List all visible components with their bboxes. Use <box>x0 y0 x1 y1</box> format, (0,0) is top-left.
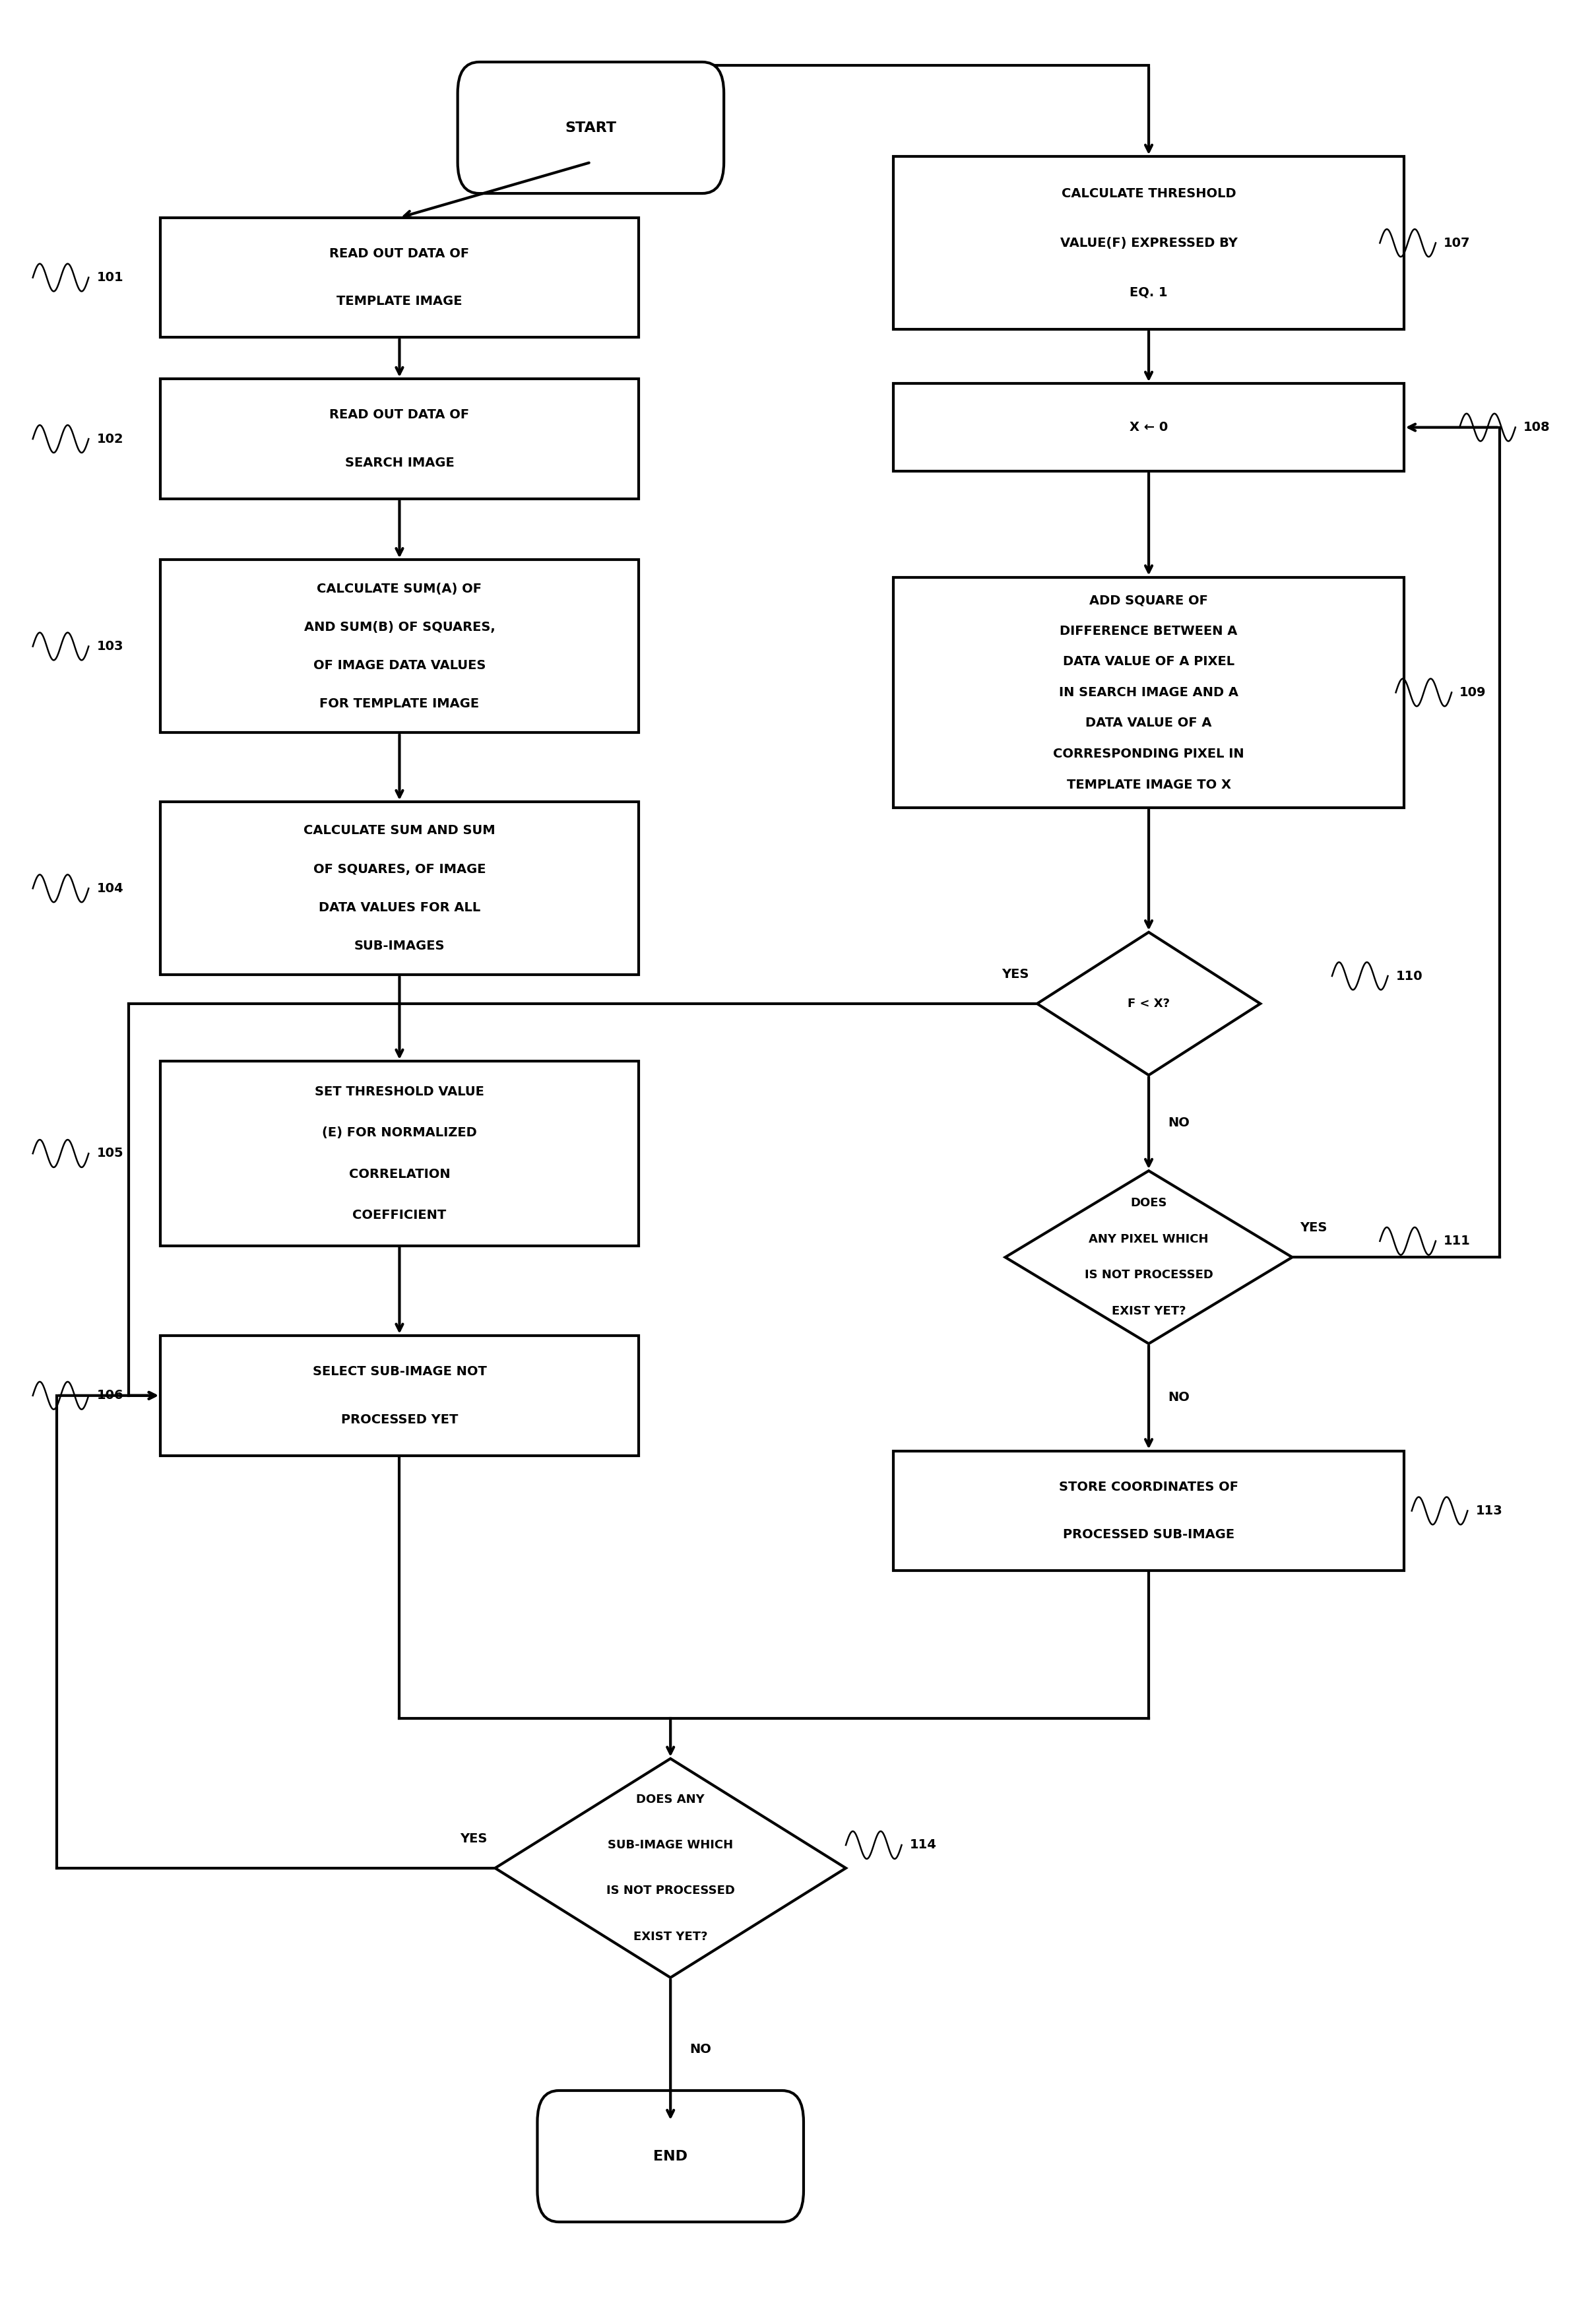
Text: DATA VALUE OF A PIXEL: DATA VALUE OF A PIXEL <box>1063 655 1235 669</box>
Text: 106: 106 <box>97 1389 123 1403</box>
Bar <box>160 1061 638 1246</box>
Text: 103: 103 <box>97 639 123 653</box>
Text: NO: NO <box>1168 1117 1189 1128</box>
Bar <box>160 378 638 498</box>
Bar <box>894 1451 1404 1571</box>
Text: 101: 101 <box>97 272 123 284</box>
Text: ANY PIXEL WHICH: ANY PIXEL WHICH <box>1088 1234 1208 1246</box>
Text: 102: 102 <box>97 434 123 445</box>
Text: SUB-IMAGE WHICH: SUB-IMAGE WHICH <box>608 1839 733 1850</box>
Bar <box>160 803 638 976</box>
Text: CORRESPONDING PIXEL IN: CORRESPONDING PIXEL IN <box>1053 747 1245 761</box>
Text: NO: NO <box>689 2044 712 2056</box>
FancyBboxPatch shape <box>538 2090 803 2222</box>
Text: START: START <box>565 120 616 134</box>
Text: 110: 110 <box>1396 969 1422 983</box>
Text: DATA VALUES FOR ALL: DATA VALUES FOR ALL <box>319 902 480 914</box>
Text: NO: NO <box>1168 1391 1189 1403</box>
Text: DOES ANY: DOES ANY <box>637 1795 705 1806</box>
Text: YES: YES <box>1301 1223 1328 1234</box>
Text: END: END <box>653 2150 688 2164</box>
Text: F < X?: F < X? <box>1128 997 1170 1010</box>
Text: COEFFICIENT: COEFFICIENT <box>353 1209 447 1220</box>
Text: CALCULATE SUM AND SUM: CALCULATE SUM AND SUM <box>303 824 495 837</box>
Text: SET THRESHOLD VALUE: SET THRESHOLD VALUE <box>314 1087 484 1098</box>
Polygon shape <box>1037 932 1261 1075</box>
Text: READ OUT DATA OF: READ OUT DATA OF <box>329 247 469 261</box>
Text: YES: YES <box>460 1832 487 1846</box>
Text: CALCULATE THRESHOLD: CALCULATE THRESHOLD <box>1061 187 1235 201</box>
Text: EXIST YET?: EXIST YET? <box>634 1931 707 1942</box>
FancyBboxPatch shape <box>458 62 725 194</box>
Text: IS NOT PROCESSED: IS NOT PROCESSED <box>1084 1269 1213 1280</box>
Bar <box>894 577 1404 807</box>
Bar <box>160 217 638 337</box>
Text: SELECT SUB-IMAGE NOT: SELECT SUB-IMAGE NOT <box>313 1366 487 1377</box>
Text: VALUE(F) EXPRESSED BY: VALUE(F) EXPRESSED BY <box>1060 238 1237 249</box>
Text: ADD SQUARE OF: ADD SQUARE OF <box>1090 593 1208 607</box>
Text: PROCESSED YET: PROCESSED YET <box>342 1414 458 1426</box>
Text: AND SUM(B) OF SQUARES,: AND SUM(B) OF SQUARES, <box>303 621 495 634</box>
Text: TEMPLATE IMAGE TO X: TEMPLATE IMAGE TO X <box>1066 777 1231 791</box>
Text: 111: 111 <box>1444 1234 1470 1248</box>
Text: 107: 107 <box>1444 238 1470 249</box>
Text: DOES: DOES <box>1130 1197 1167 1209</box>
Text: IS NOT PROCESSED: IS NOT PROCESSED <box>606 1885 734 1896</box>
Polygon shape <box>1005 1170 1293 1343</box>
Text: 108: 108 <box>1523 422 1550 434</box>
Text: 104: 104 <box>97 881 123 895</box>
Text: 114: 114 <box>910 1839 937 1850</box>
Text: CORRELATION: CORRELATION <box>350 1167 450 1181</box>
Text: OF IMAGE DATA VALUES: OF IMAGE DATA VALUES <box>313 660 485 671</box>
Text: PROCESSED SUB-IMAGE: PROCESSED SUB-IMAGE <box>1063 1530 1235 1541</box>
Text: FOR TEMPLATE IMAGE: FOR TEMPLATE IMAGE <box>319 697 479 711</box>
Text: EXIST YET?: EXIST YET? <box>1111 1306 1186 1317</box>
Text: 113: 113 <box>1476 1504 1502 1518</box>
Text: TEMPLATE IMAGE: TEMPLATE IMAGE <box>337 295 463 307</box>
Text: EQ. 1: EQ. 1 <box>1130 286 1168 298</box>
Bar <box>160 561 638 734</box>
Bar <box>894 383 1404 471</box>
Text: CALCULATE SUM(A) OF: CALCULATE SUM(A) OF <box>318 581 482 595</box>
Bar <box>894 157 1404 330</box>
Text: SUB-IMAGES: SUB-IMAGES <box>354 939 445 953</box>
Bar <box>160 1336 638 1456</box>
Text: (E) FOR NORMALIZED: (E) FOR NORMALIZED <box>322 1126 477 1140</box>
Text: READ OUT DATA OF: READ OUT DATA OF <box>329 408 469 422</box>
Text: OF SQUARES, OF IMAGE: OF SQUARES, OF IMAGE <box>313 863 485 874</box>
Text: DIFFERENCE BETWEEN A: DIFFERENCE BETWEEN A <box>1060 625 1237 637</box>
Text: 105: 105 <box>97 1147 123 1160</box>
Polygon shape <box>495 1758 846 1977</box>
Text: SEARCH IMAGE: SEARCH IMAGE <box>345 457 455 468</box>
Text: STORE COORDINATES OF: STORE COORDINATES OF <box>1060 1481 1238 1493</box>
Text: 109: 109 <box>1460 685 1486 699</box>
Text: IN SEARCH IMAGE AND A: IN SEARCH IMAGE AND A <box>1060 685 1238 699</box>
Text: X ← 0: X ← 0 <box>1130 422 1168 434</box>
Text: YES: YES <box>1002 969 1029 980</box>
Text: DATA VALUE OF A: DATA VALUE OF A <box>1085 717 1211 729</box>
